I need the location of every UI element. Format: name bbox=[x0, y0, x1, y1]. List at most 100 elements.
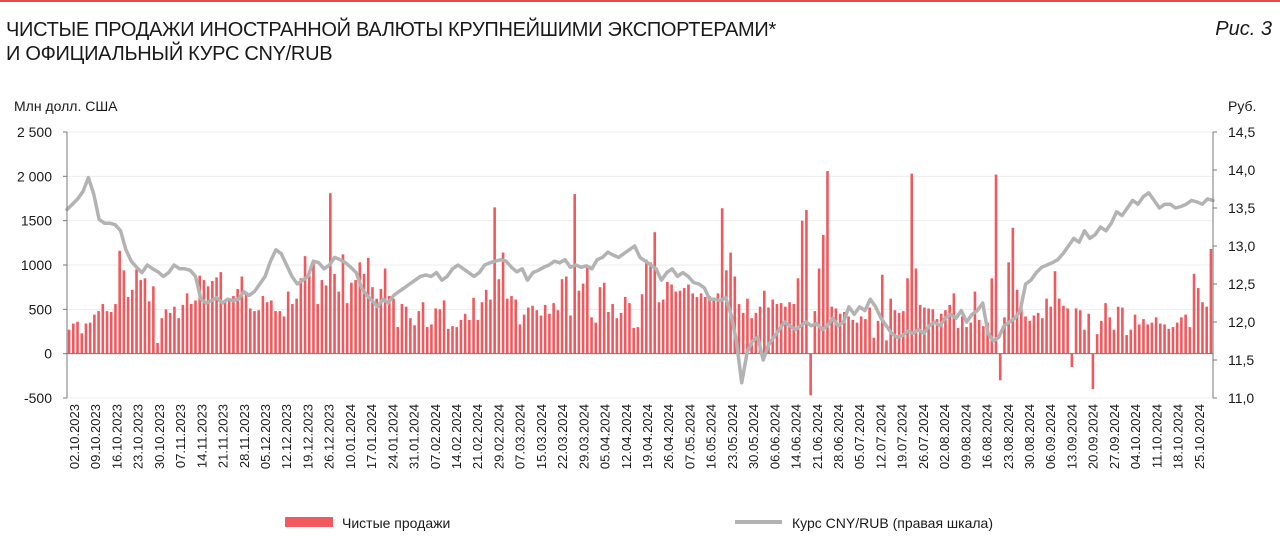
right-axis-ticks: 11,0 11,5 12,0 12,5 13,0 13,5 14,0 14,5 bbox=[1213, 124, 1255, 406]
x-tick-label: 10.01.2024 bbox=[343, 404, 358, 469]
bar bbox=[1142, 319, 1145, 354]
bar bbox=[1192, 273, 1196, 354]
bar bbox=[1137, 324, 1141, 354]
bar bbox=[303, 256, 307, 354]
bar-series bbox=[67, 171, 1213, 396]
bar bbox=[236, 288, 239, 354]
bar bbox=[720, 208, 724, 354]
bar bbox=[1070, 353, 1074, 367]
right-tick-label: 12,0 bbox=[1228, 314, 1255, 330]
right-axis-unit: Руб. bbox=[1228, 98, 1256, 114]
bar bbox=[1112, 329, 1116, 354]
bar bbox=[1125, 335, 1128, 354]
bar bbox=[1045, 298, 1048, 354]
bar bbox=[139, 280, 143, 354]
bar bbox=[994, 174, 998, 354]
x-tick-label: 29.02.2024 bbox=[491, 404, 506, 469]
bar bbox=[1053, 271, 1057, 354]
bar bbox=[1095, 334, 1099, 354]
bar bbox=[775, 304, 779, 354]
bar bbox=[320, 280, 324, 354]
bar bbox=[383, 268, 387, 354]
bar bbox=[1036, 312, 1040, 354]
chart-title-line-2: И ОФИЦИАЛЬНЫЙ КУРС CNY/RUB bbox=[6, 43, 333, 65]
x-tick-label: 19.12.2023 bbox=[300, 404, 315, 469]
x-tick-label: 16.10.2023 bbox=[109, 404, 124, 469]
x-tick-label: 27.09.2024 bbox=[1107, 404, 1122, 469]
bar bbox=[619, 312, 623, 354]
bar bbox=[935, 319, 939, 354]
bar bbox=[396, 327, 400, 354]
x-tick-label: 12.04.2024 bbox=[619, 404, 634, 469]
bar bbox=[906, 278, 909, 354]
bar bbox=[299, 278, 303, 354]
bar bbox=[248, 308, 252, 354]
bar bbox=[944, 310, 947, 354]
bar bbox=[581, 283, 585, 354]
bar bbox=[1163, 324, 1166, 354]
bar bbox=[796, 278, 800, 354]
right-tick-label: 12,5 bbox=[1228, 276, 1255, 292]
x-tick-label: 30.08.2024 bbox=[1022, 404, 1037, 469]
bar bbox=[1007, 262, 1010, 354]
right-tick-label: 11,0 bbox=[1228, 390, 1254, 406]
bar bbox=[548, 313, 551, 354]
x-tick-label: 26.04.2024 bbox=[661, 404, 676, 469]
bar bbox=[1032, 315, 1036, 354]
x-tick-label: 24.01.2024 bbox=[385, 404, 400, 469]
x-tick-label: 09.10.2023 bbox=[88, 404, 103, 469]
bar bbox=[1171, 327, 1175, 354]
bar bbox=[876, 320, 880, 354]
left-tick-label: 2 500 bbox=[17, 124, 52, 140]
bar bbox=[670, 284, 673, 354]
bar bbox=[750, 318, 753, 354]
bar bbox=[164, 309, 168, 354]
x-tick-label: 12.12.2023 bbox=[279, 404, 294, 469]
bar bbox=[253, 311, 256, 354]
bar bbox=[1159, 323, 1162, 354]
bar bbox=[489, 299, 492, 354]
bar bbox=[1011, 227, 1015, 354]
x-axis-ticks: 02.10.2023 09.10.2023 16.10.2023 23.10.2023… bbox=[67, 404, 1207, 469]
x-tick-label: 20.09.2024 bbox=[1086, 404, 1101, 469]
bar bbox=[227, 300, 231, 354]
x-tick-label: 07.03.2024 bbox=[513, 404, 528, 469]
x-tick-label: 07.05.2024 bbox=[682, 404, 697, 469]
bar bbox=[678, 290, 682, 354]
bar bbox=[687, 284, 690, 354]
x-tick-label: 11.10.2024 bbox=[1149, 404, 1164, 468]
right-tick-label: 14,0 bbox=[1228, 162, 1255, 178]
bar bbox=[135, 269, 138, 354]
x-tick-label: 23.05.2024 bbox=[725, 404, 740, 469]
x-tick-label: 12.07.2024 bbox=[873, 404, 888, 469]
bar bbox=[788, 302, 791, 354]
bar bbox=[400, 304, 404, 354]
bar bbox=[948, 304, 951, 354]
bar bbox=[602, 282, 606, 354]
bar bbox=[564, 276, 568, 354]
bar bbox=[404, 306, 408, 354]
x-tick-label: 21.02.2024 bbox=[470, 404, 485, 469]
rate-line bbox=[65, 175, 1215, 385]
x-tick-label: 30.10.2023 bbox=[152, 404, 167, 469]
bar bbox=[468, 319, 471, 354]
bar bbox=[771, 299, 775, 354]
bar bbox=[699, 293, 703, 354]
bar bbox=[451, 326, 454, 354]
bar bbox=[864, 319, 867, 354]
bar bbox=[459, 319, 463, 354]
bar bbox=[729, 252, 732, 354]
bar bbox=[973, 291, 977, 354]
bar bbox=[982, 326, 985, 354]
bar bbox=[173, 306, 176, 354]
bar bbox=[156, 343, 159, 354]
bar bbox=[122, 270, 126, 354]
x-tick-label: 05.12.2023 bbox=[258, 404, 273, 469]
bar bbox=[345, 303, 349, 354]
bar bbox=[350, 282, 353, 354]
bar bbox=[80, 333, 84, 354]
x-tick-label: 07.02.2024 bbox=[428, 404, 443, 469]
bar bbox=[67, 329, 71, 354]
bar bbox=[333, 273, 336, 354]
x-tick-label: 22.03.2024 bbox=[555, 404, 570, 469]
